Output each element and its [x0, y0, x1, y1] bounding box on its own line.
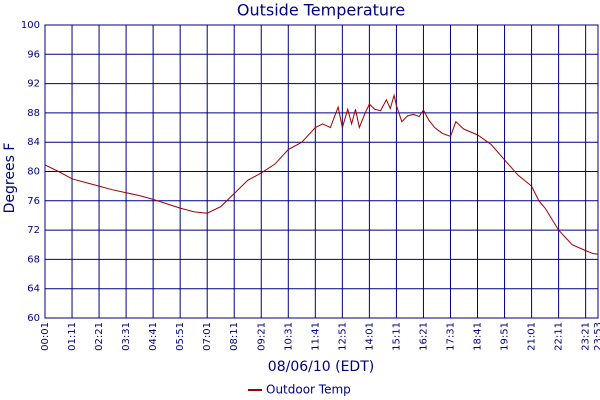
x-tick-label: 07:01 — [202, 322, 213, 351]
x-tick-label: 23:53 — [593, 322, 600, 351]
y-tick-label: 80 — [27, 167, 40, 178]
x-tick-label: 08:11 — [229, 322, 240, 351]
x-tick-label: 17:31 — [445, 322, 456, 351]
y-tick-label: 100 — [21, 20, 40, 31]
x-tick-label: 21:01 — [527, 322, 538, 351]
y-tick-label: 92 — [27, 79, 40, 90]
y-tick-label: 60 — [27, 313, 40, 324]
x-tick-label: 09:21 — [256, 322, 267, 351]
x-tick-label: 04:41 — [148, 322, 159, 351]
x-tick-label: 11:41 — [310, 322, 321, 351]
x-tick-label: 00:01 — [40, 322, 51, 351]
x-tick-label: 02:21 — [94, 322, 105, 351]
x-tick-label: 22:11 — [554, 322, 565, 351]
x-tick-label: 19:51 — [500, 322, 511, 351]
x-tick-label: 23:21 — [581, 322, 592, 351]
x-tick-label: 16:21 — [418, 322, 429, 351]
y-tick-label: 76 — [27, 196, 40, 207]
x-tick-label: 03:31 — [121, 322, 132, 351]
x-tick-label: 14:01 — [364, 322, 375, 351]
x-tick-label: 01:11 — [67, 322, 78, 351]
x-tick-label: 15:11 — [391, 322, 402, 351]
x-tick-label: 05:51 — [175, 322, 186, 351]
x-tick-label: 12:51 — [337, 322, 348, 351]
y-axis-label: Degrees F — [2, 143, 18, 214]
chart-title: Outside Temperature — [237, 1, 405, 20]
y-tick-label: 96 — [27, 49, 40, 60]
y-tick-label: 68 — [27, 254, 40, 265]
y-tick-label: 64 — [27, 284, 40, 295]
x-tick-label: 18:41 — [473, 322, 484, 351]
y-tick-label: 84 — [27, 137, 40, 148]
y-tick-label: 88 — [27, 108, 40, 119]
y-tick-label: 72 — [27, 225, 40, 236]
x-axis-label: 08/06/10 (EDT) — [268, 359, 374, 375]
legend-label: Outdoor Temp — [266, 383, 351, 397]
data-line — [44, 93, 599, 255]
x-tick-label: 10:31 — [283, 322, 294, 351]
